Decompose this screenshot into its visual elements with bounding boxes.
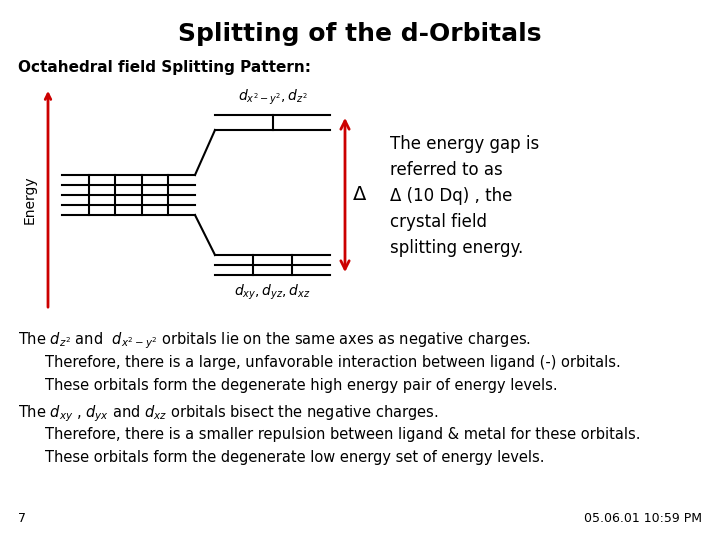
Text: $d_{xy}, d_{yz}, d_{xz}$: $d_{xy}, d_{yz}, d_{xz}$ [234,283,311,302]
Text: These orbitals form the degenerate high energy pair of energy levels.: These orbitals form the degenerate high … [45,378,557,393]
Text: The $d_{z^2}$ and  $d_{x^2-y^2}$ orbitals lie on the same axes as negative charg: The $d_{z^2}$ and $d_{x^2-y^2}$ orbitals… [18,330,531,350]
Text: 05.06.01 10:59 PM: 05.06.01 10:59 PM [584,512,702,525]
Text: Octahedral field Splitting Pattern:: Octahedral field Splitting Pattern: [18,60,311,75]
Text: Δ (10 Dq) , the: Δ (10 Dq) , the [390,187,513,205]
Text: Splitting of the d-Orbitals: Splitting of the d-Orbitals [179,22,541,46]
Text: crystal field: crystal field [390,213,487,231]
Text: referred to as: referred to as [390,161,503,179]
Text: Energy: Energy [23,176,37,224]
Text: Therefore, there is a large, unfavorable interaction between ligand (-) orbitals: Therefore, there is a large, unfavorable… [45,355,621,370]
Text: 7: 7 [18,512,26,525]
Text: Therefore, there is a smaller repulsion between ligand & metal for these orbital: Therefore, there is a smaller repulsion … [45,427,641,442]
Text: The energy gap is: The energy gap is [390,135,539,153]
Text: The $d_{xy}$ , $d_{yx}$ and $d_{xz}$ orbitals bisect the negative charges.: The $d_{xy}$ , $d_{yx}$ and $d_{xz}$ orb… [18,403,438,423]
Text: $d_{x^2-y^2}, d_{z^2}$: $d_{x^2-y^2}, d_{z^2}$ [238,87,307,107]
Text: Δ: Δ [353,186,366,205]
Text: These orbitals form the degenerate low energy set of energy levels.: These orbitals form the degenerate low e… [45,450,544,465]
Text: splitting energy.: splitting energy. [390,239,523,257]
